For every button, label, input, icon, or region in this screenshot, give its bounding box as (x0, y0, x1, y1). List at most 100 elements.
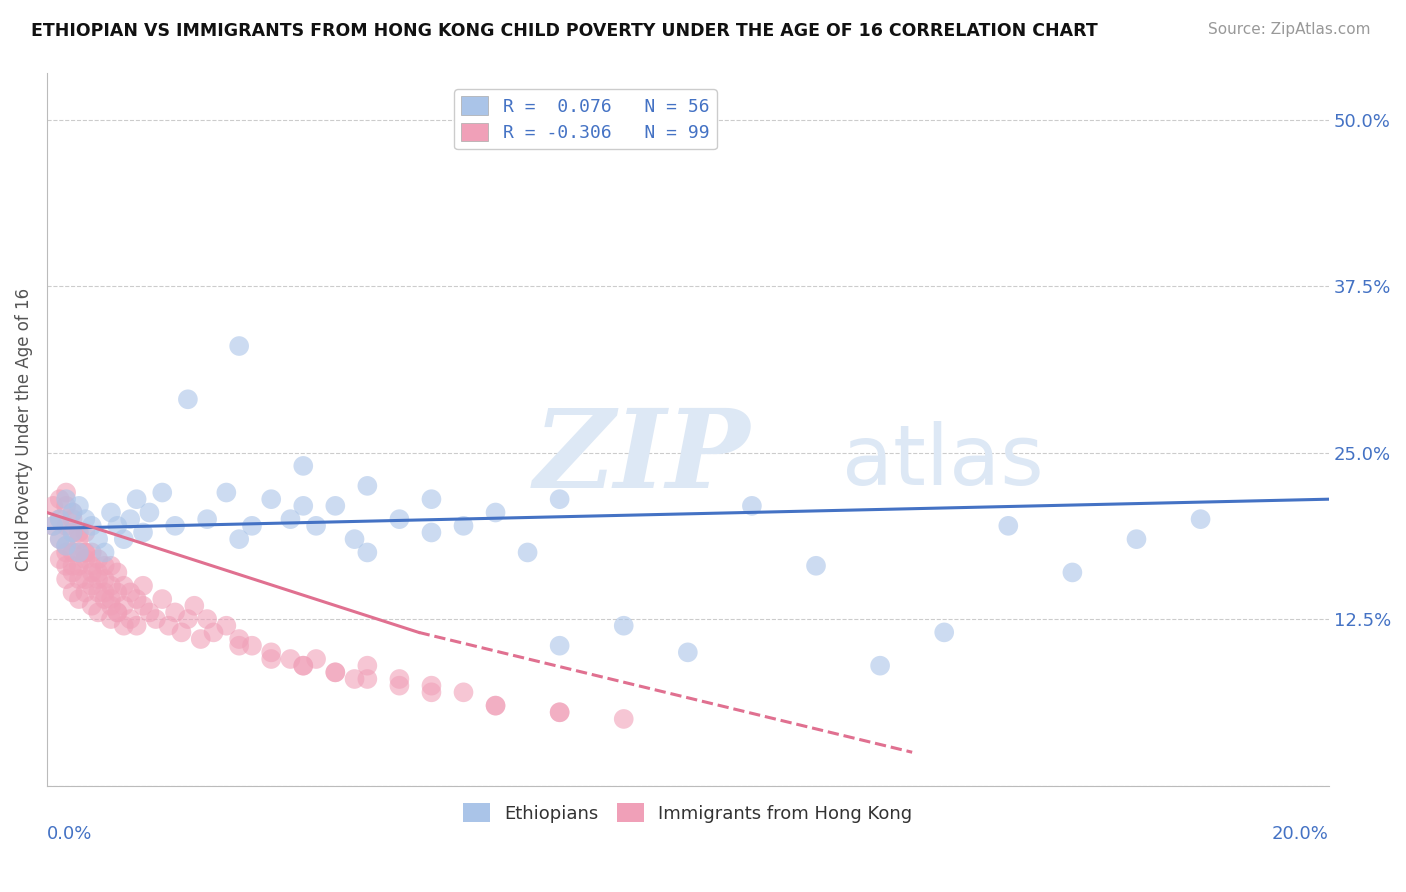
Point (484, 698, 506, 713)
Point (80, 599, 103, 613)
Point (48, 492, 70, 507)
Point (150, 592, 173, 607)
Point (420, 679, 443, 693)
Point (292, 458, 315, 473)
Point (613, 712, 636, 726)
Point (120, 512, 142, 526)
Point (80, 518, 103, 533)
Point (100, 612, 122, 626)
Point (305, 518, 328, 533)
Point (292, 658, 315, 673)
Point (356, 479, 378, 493)
Point (804, 558, 827, 573)
Point (93, 585, 115, 599)
Point (87, 572, 110, 586)
Point (67, 572, 90, 586)
Point (323, 665, 346, 680)
Point (42, 518, 65, 533)
Point (105, 585, 128, 599)
Point (202, 625, 225, 640)
Point (280, 652, 302, 666)
Point (62, 545, 84, 559)
Point (120, 612, 142, 626)
Point (48, 512, 70, 526)
Point (80, 558, 103, 573)
Text: 0.0%: 0.0% (46, 825, 93, 843)
Point (420, 525, 443, 540)
Point (260, 645, 283, 659)
Point (55, 499, 77, 513)
Point (48, 532, 70, 546)
Point (67, 525, 90, 540)
Point (80, 566, 103, 580)
Point (165, 518, 187, 533)
Text: Source: ZipAtlas.com: Source: ZipAtlas.com (1208, 22, 1371, 37)
Point (62, 525, 84, 540)
Legend: Ethiopians, Immigrants from Hong Kong: Ethiopians, Immigrants from Hong Kong (456, 797, 920, 830)
Point (741, 499, 763, 513)
Point (240, 639, 263, 653)
Point (228, 532, 250, 546)
Point (55, 539, 77, 553)
Point (228, 339, 250, 353)
Point (62, 506, 84, 520)
Point (125, 592, 148, 607)
Point (105, 606, 128, 620)
Point (132, 579, 155, 593)
Point (100, 579, 122, 593)
Point (87, 606, 110, 620)
Text: atlas: atlas (842, 421, 1043, 502)
Point (55, 545, 77, 559)
Point (613, 618, 636, 632)
Point (548, 639, 571, 653)
Point (150, 485, 173, 500)
Point (177, 392, 200, 407)
Point (145, 612, 167, 626)
Point (548, 706, 571, 720)
Point (997, 518, 1019, 533)
Point (112, 579, 135, 593)
Point (280, 512, 302, 526)
Point (305, 652, 328, 666)
Point (100, 599, 122, 613)
Point (170, 625, 193, 640)
Point (105, 606, 128, 620)
Point (323, 665, 346, 680)
Point (55, 492, 77, 507)
Point (112, 532, 135, 546)
Point (55, 572, 77, 586)
Point (48, 532, 70, 546)
Point (1125, 532, 1147, 546)
Point (120, 585, 142, 599)
Point (343, 532, 366, 546)
Point (183, 599, 205, 613)
Point (100, 558, 122, 573)
Point (676, 112, 699, 127)
Point (292, 499, 315, 513)
Point (112, 599, 135, 613)
Point (1189, 512, 1212, 526)
Point (125, 618, 148, 632)
Text: ETHIOPIAN VS IMMIGRANTS FROM HONG KONG CHILD POVERTY UNDER THE AGE OF 16 CORRELA: ETHIOPIAN VS IMMIGRANTS FROM HONG KONG C… (31, 22, 1098, 40)
Point (420, 685, 443, 699)
Point (138, 606, 160, 620)
Point (215, 485, 238, 500)
Point (228, 632, 250, 646)
Point (62, 566, 84, 580)
Point (356, 672, 378, 686)
Point (240, 518, 263, 533)
Point (75, 545, 97, 559)
Text: ZIP: ZIP (534, 404, 751, 511)
Point (195, 612, 218, 626)
Point (67, 558, 90, 573)
Point (388, 512, 411, 526)
Point (100, 592, 122, 607)
Point (67, 592, 90, 607)
Point (138, 506, 160, 520)
Point (195, 512, 218, 526)
Point (62, 506, 84, 520)
Point (112, 618, 135, 632)
Point (934, 625, 956, 640)
Point (165, 606, 187, 620)
Point (343, 672, 366, 686)
